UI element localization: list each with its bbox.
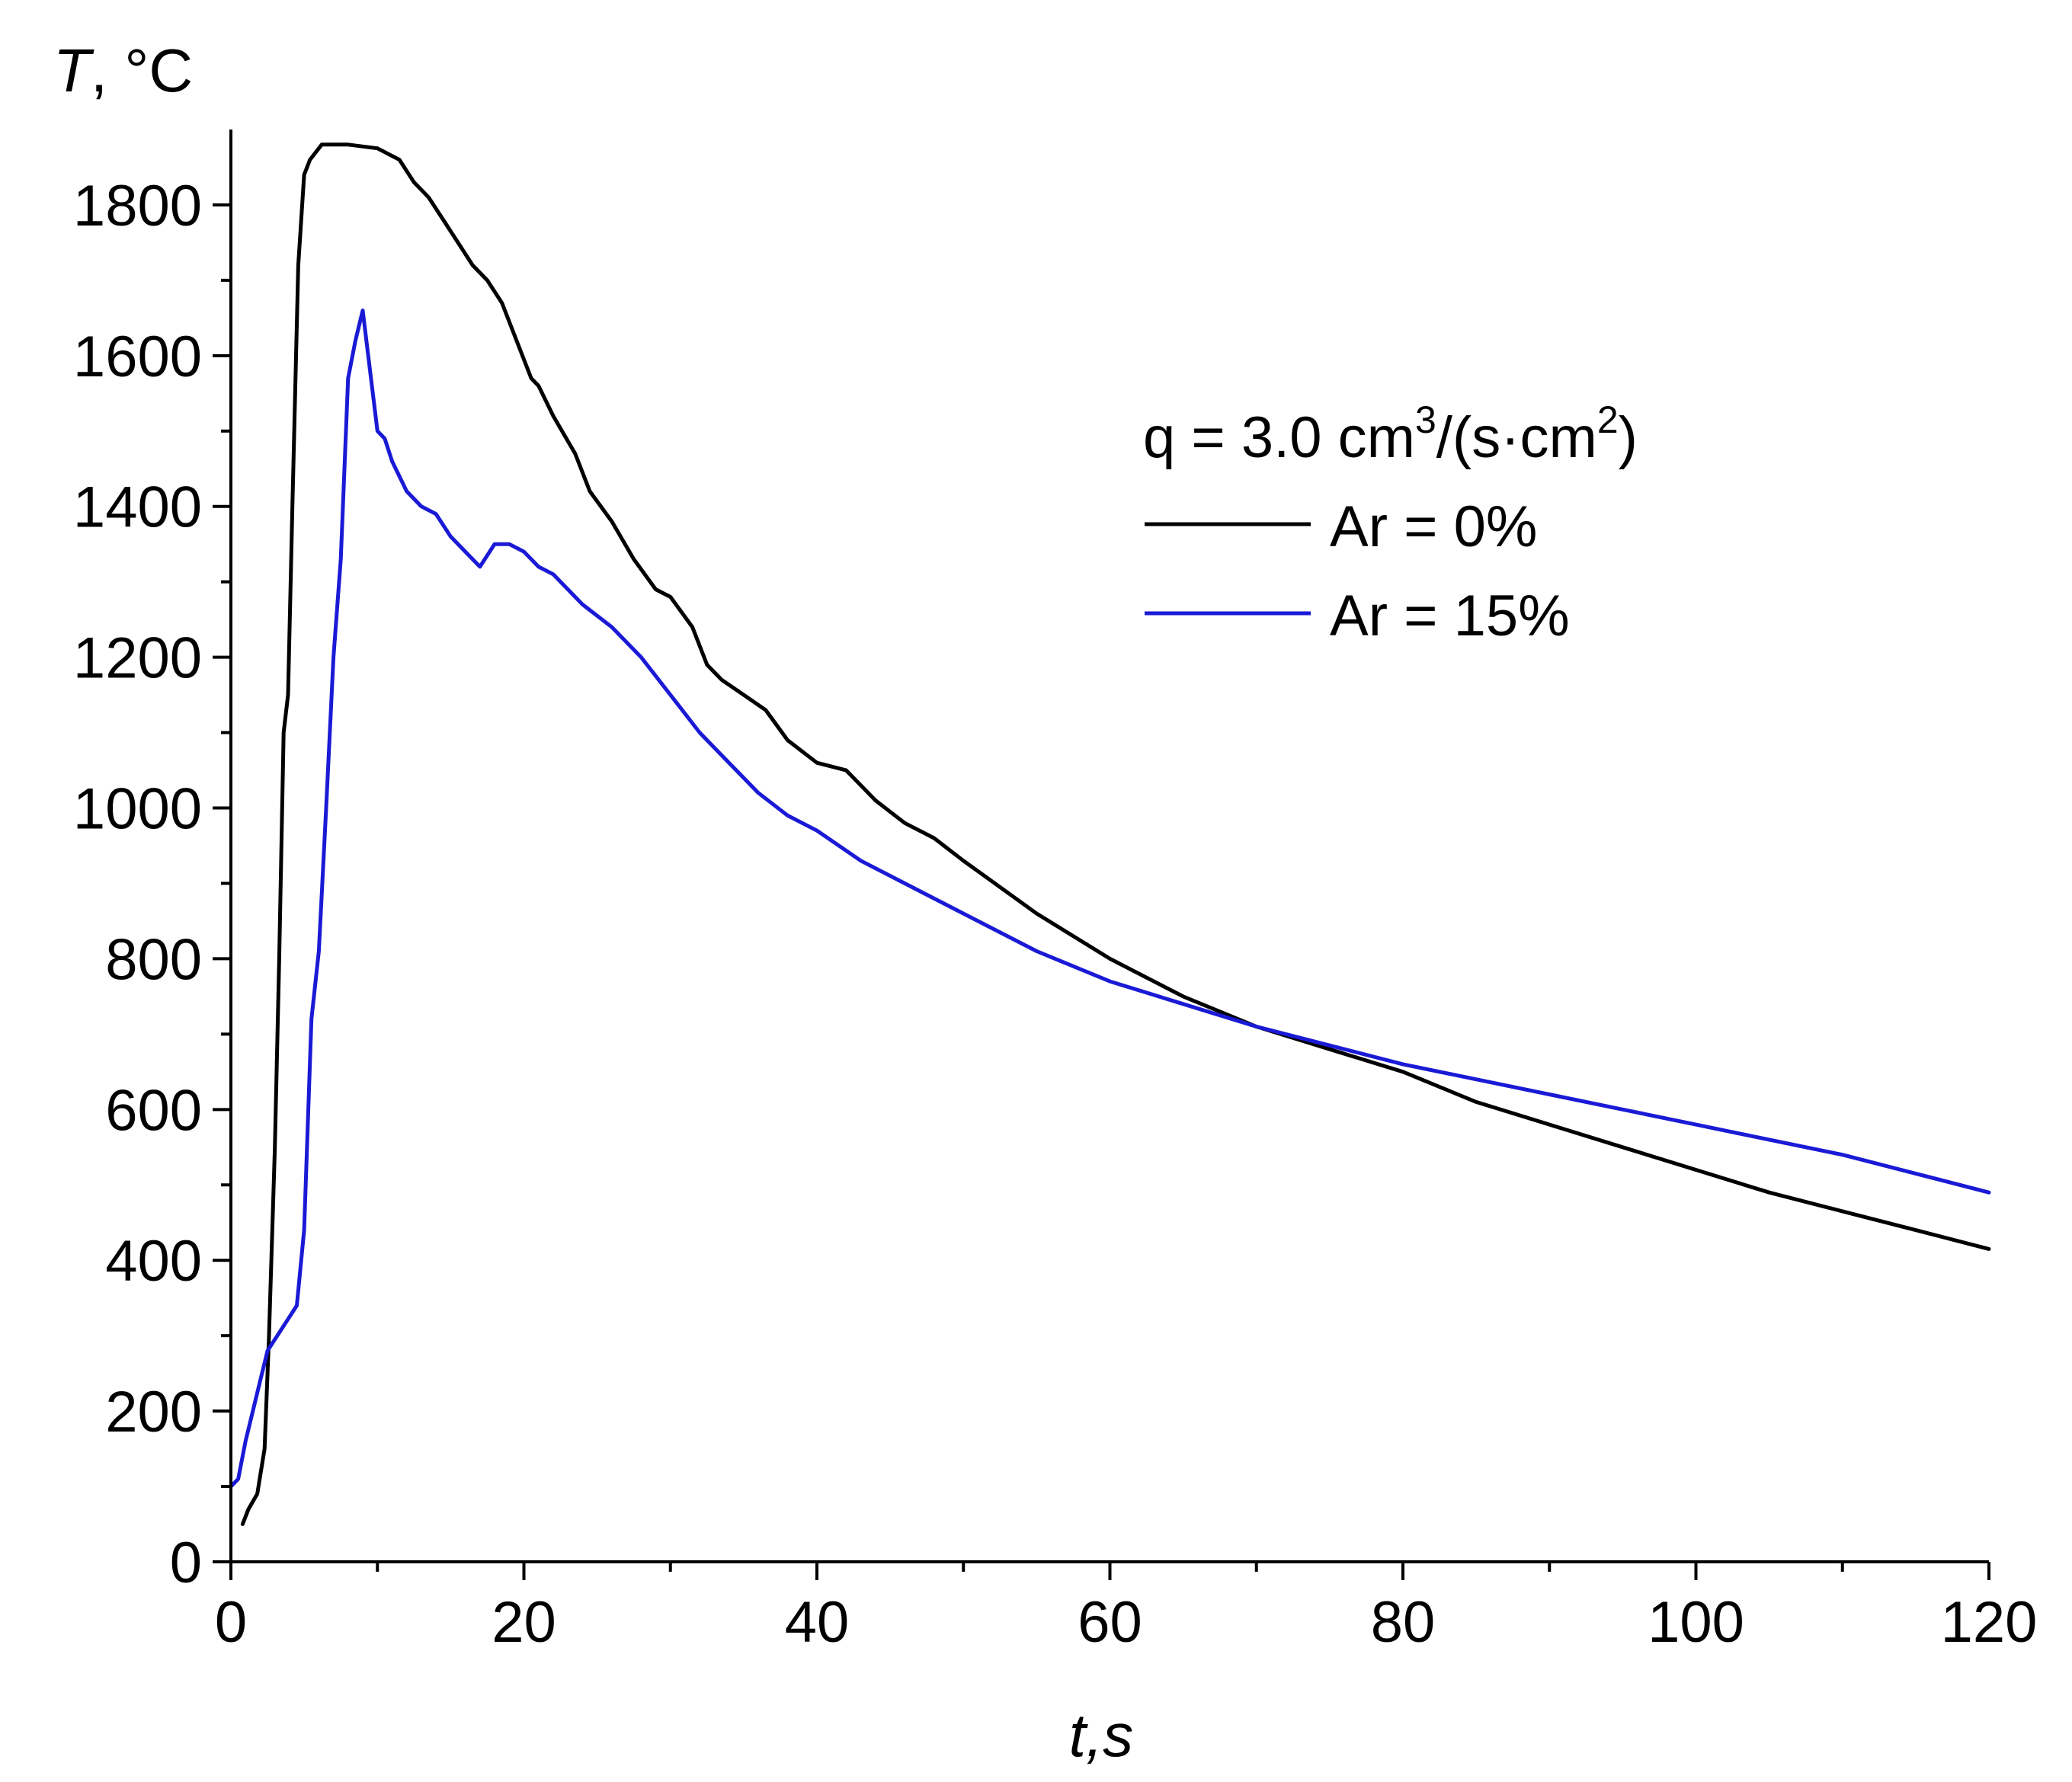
y-tick-label: 1000	[73, 777, 202, 842]
y-tick-label: 1400	[73, 475, 202, 540]
y-tick-label: 600	[105, 1078, 202, 1143]
legend-title: q = 3.0 cm3/(s·cm2)	[1143, 398, 1638, 470]
legend-title-prefix: q = 3.0 cm	[1143, 405, 1415, 470]
y-tick-label: 1200	[73, 626, 202, 691]
y-tick-label: 400	[105, 1229, 202, 1294]
x-tick-label: 120	[1941, 1590, 2038, 1655]
x-tick-label: 40	[785, 1590, 850, 1655]
axes-frame	[229, 130, 1989, 1563]
series-layer	[229, 142, 1991, 1526]
series-line-ar-0	[240, 142, 1991, 1526]
series-line-ar-15	[229, 309, 1991, 1489]
x-tick-label: 0	[215, 1590, 247, 1655]
legend-title-sup1: 3	[1415, 398, 1436, 441]
legend: q = 3.0 cm3/(s·cm2) Ar = 0% Ar = 15%	[1143, 398, 1638, 648]
x-axis-title: t,s	[1069, 1701, 1133, 1769]
legend-title-mid: /(s·cm	[1436, 405, 1597, 470]
axis-tick-labels: 0 20 40 60 80 100 1200200400600800100012001400…	[73, 174, 2037, 1655]
y-tick-label: 200	[105, 1380, 202, 1444]
y-tick-label: 1600	[73, 325, 202, 389]
legend-label-ar-0: Ar = 0%	[1330, 494, 1537, 559]
y-axis-title-unit: , °C	[91, 37, 193, 104]
y-tick-label: 0	[170, 1531, 202, 1595]
x-tick-label: 100	[1648, 1590, 1744, 1655]
x-tick-label: 20	[492, 1590, 556, 1655]
x-tick-label: 60	[1078, 1590, 1142, 1655]
legend-label-ar-15: Ar = 15%	[1330, 584, 1570, 648]
y-axis-title-symbol: T	[53, 37, 94, 104]
y-tick-label: 800	[105, 927, 202, 992]
legend-title-suffix: )	[1619, 405, 1638, 470]
legend-title-sup2: 2	[1597, 398, 1619, 441]
axis-ticks	[213, 203, 1990, 1580]
y-tick-label: 1800	[73, 174, 202, 238]
y-axis-title: T, °C	[53, 37, 193, 104]
x-tick-label: 80	[1371, 1590, 1436, 1655]
